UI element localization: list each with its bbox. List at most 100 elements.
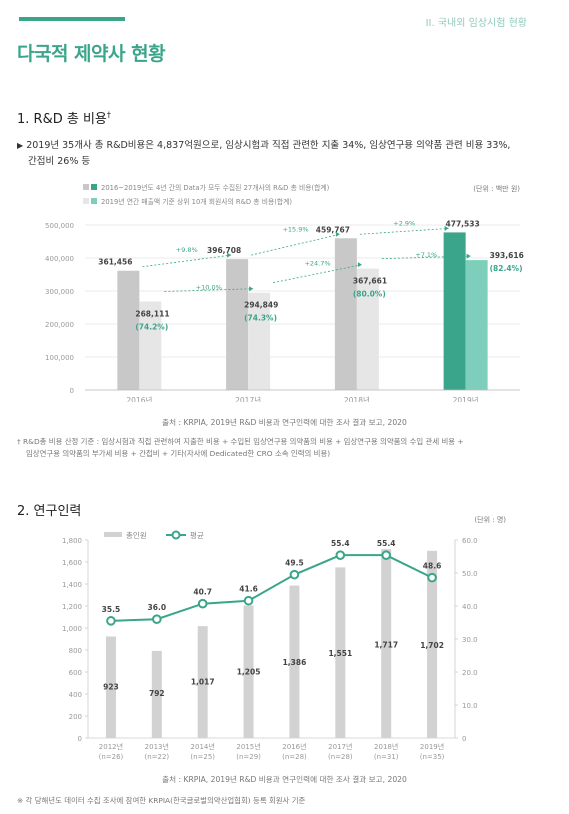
chart2-xtick-label: 2014년 — [191, 742, 215, 751]
section1-heading-text: 1. R&D 총 비용 — [17, 112, 107, 127]
chart2-bar-value-label: 923 — [103, 682, 119, 691]
chart2-bar-total — [151, 650, 162, 738]
chart1-xtick-label: 2016년 — [126, 395, 152, 402]
section1-heading: 1. R&D 총 비용† — [17, 108, 111, 127]
chart2-unit: (단위 : 명) — [474, 515, 506, 524]
chart1-growth-arrowhead-series2 — [249, 286, 254, 292]
chart2-xtick-label: 2019년 — [420, 742, 444, 751]
chart2-right-tick-label: 50.0 — [462, 570, 478, 578]
chart2-left-tick-label: 1,200 — [62, 603, 82, 611]
footnote-line2: 임상연구용 의약품의 부가세 비용 + 간접비 + 기타(자사에 Dedicat… — [26, 449, 331, 458]
chart2-average-point — [381, 550, 391, 560]
chart1-value-label-series1: 361,456 — [98, 258, 132, 267]
chart1-growth-label-series1: +15.9% — [282, 225, 308, 233]
chart2-average-value-label: 48.6 — [423, 562, 442, 571]
bullet-line1: 2019년 35개사 총 R&D비용은 4,837억원으로, 임상시험과 직접 … — [26, 140, 511, 151]
chart2-xtick-sublabel: (n=28) — [328, 753, 353, 761]
chart2-bar-value-label: 1,702 — [420, 641, 444, 650]
chart1-xtick-label: 2018년 — [344, 395, 370, 402]
chart1-bar-series1 — [226, 259, 249, 390]
chart2-xtick-label: 2018년 — [374, 742, 398, 751]
chart2-left-tick-label: 1,000 — [62, 625, 82, 633]
chart2-left-tick-label: 800 — [69, 647, 82, 655]
legend-label-average: 평균 — [190, 530, 204, 540]
chart2-average-point — [335, 550, 346, 560]
chart1-value-label-series2: 268,111 — [135, 310, 169, 319]
chart2-xtick-label: 2015년 — [236, 742, 260, 751]
chart2-xtick-sublabel: (n=28) — [282, 753, 307, 761]
legend-label-series1: 2016~2019년도 4년 간의 Data가 모두 수집된 27개사의 R&D… — [101, 183, 330, 192]
chart1-ytick-label: 0 — [70, 387, 74, 395]
chart1-value-label-series2: 393,616 — [490, 251, 524, 260]
chart2-average-point — [289, 569, 300, 580]
chart2-bar-total — [105, 636, 116, 738]
chart1-share-label: (74.3%) — [244, 314, 277, 323]
chart2-average-value-label: 41.6 — [239, 585, 258, 594]
chart1-xtick-label: 2019년 — [453, 395, 479, 402]
chart2-bar-value-label: 1,551 — [328, 649, 352, 658]
chart1-ytick-label: 500,000 — [45, 222, 74, 230]
page-title: 다국적 제약사 현황 — [17, 43, 166, 65]
chart1-growth-arrowhead-series2 — [466, 253, 471, 259]
chart2-bar-total — [335, 567, 346, 738]
chart2-xtick-sublabel: (n=31) — [374, 753, 399, 761]
chart1-ytick-label: 300,000 — [45, 288, 74, 296]
chart2-bar-value-label: 1,017 — [191, 677, 215, 686]
chart2-average-value-label: 36.0 — [148, 603, 167, 612]
chart1-bar-series2 — [248, 292, 271, 390]
bullet-line2: 간접비 26% 등 — [28, 156, 91, 167]
chart2-xtick-label: 2016년 — [282, 742, 306, 751]
chart2-xtick-label: 2013년 — [145, 742, 169, 751]
chart1-share-label: (80.0%) — [353, 290, 386, 299]
chart1-source: 출처 : KRPIA, 2019년 R&D 비용과 연구인력에 대한 조사 결과… — [162, 418, 407, 427]
chart2-average-value-label: 55.4 — [377, 539, 396, 548]
chart2-xtick-sublabel: (n=29) — [236, 753, 261, 761]
research-staff-chart: 총인원 평균 (단위 : 명) 0 200 400 600 800 1,000 1,200 1… — [62, 515, 506, 761]
chart2-average-point — [197, 598, 208, 609]
chart2-left-tick-label: 1,800 — [62, 537, 82, 545]
chart2-average-value-label: 35.5 — [102, 605, 121, 614]
legend-swatch-series2 — [83, 198, 89, 204]
chart1-growth-label-series2: +10.0% — [196, 284, 222, 292]
legend-swatch-series2-2019 — [91, 198, 97, 204]
footnote-line1: † R&D총 비용 산정 기준 : 임상시험과 직접 관련하여 지출한 비용 +… — [17, 437, 464, 446]
chart1-value-label-series1: 459,767 — [316, 225, 350, 234]
chart1-ytick-label: 200,000 — [45, 321, 74, 329]
chart1-bar-series2 — [356, 268, 379, 390]
rnd-cost-chart: 2016~2019년도 4년 간의 Data가 모두 수집된 27개사의 R&D… — [45, 183, 524, 402]
chart1-bar-series2 — [139, 301, 162, 390]
chart2-bar-total — [243, 605, 254, 738]
legend-marker-average — [171, 530, 181, 540]
chart1-growth-arrow-series2 — [273, 264, 362, 284]
chart2-bar-value-label: 1,717 — [374, 640, 398, 649]
chart1-growth-arrow-series2 — [164, 288, 254, 292]
chart2-xtick-sublabel: (n=35) — [420, 753, 445, 761]
chart2-right-tick-label: 0 — [462, 735, 466, 743]
chart2-left-tick-label: 600 — [69, 669, 82, 677]
chart1-growth-arrowhead-series1 — [335, 231, 340, 237]
chart2-bar-value-label: 792 — [149, 689, 165, 698]
chart1-share-label: (74.2%) — [135, 323, 168, 332]
chart1-value-label-series2: 367,661 — [353, 277, 387, 286]
dagger-mark: † — [106, 110, 111, 120]
chart1-growth-label-series1: +9.8% — [176, 246, 198, 254]
chart1-growth-arrow-series1 — [359, 228, 449, 235]
chart2-average-point — [427, 572, 437, 583]
section1-bullet: ▶ 2019년 35개사 총 R&D비용은 4,837억원으로, 임상시험과 직… — [17, 138, 557, 170]
chart2-xtick-label: 2017년 — [328, 742, 352, 751]
chart2-average-value-label: 40.7 — [193, 588, 212, 597]
chart2-right-tick-label: 60.0 — [462, 537, 478, 545]
chart2-xtick-label: 2012년 — [99, 742, 123, 751]
bullet-icon: ▶ — [17, 141, 24, 150]
chart1-growth-label-series2: +7.1% — [415, 251, 437, 259]
chart1-unit: (단위 : 백만 원) — [473, 184, 520, 193]
chart1-growth-arrowhead-series2 — [357, 262, 362, 268]
chart2-bar-total — [197, 626, 208, 738]
chart1-growth-label-series2: +24.7% — [304, 260, 330, 268]
chart2-left-tick-label: 1,400 — [62, 581, 82, 589]
chart2-average-line — [110, 554, 433, 622]
chart2-bar-total — [289, 585, 300, 738]
chart2-bar-value-label: 1,386 — [283, 658, 307, 667]
chart2-right-tick-label: 30.0 — [462, 636, 478, 644]
section2-footnote: ※ 각 당해년도 데이터 수집 조사에 참여한 KRPIA(한국글로벌의약산업협… — [17, 796, 306, 805]
